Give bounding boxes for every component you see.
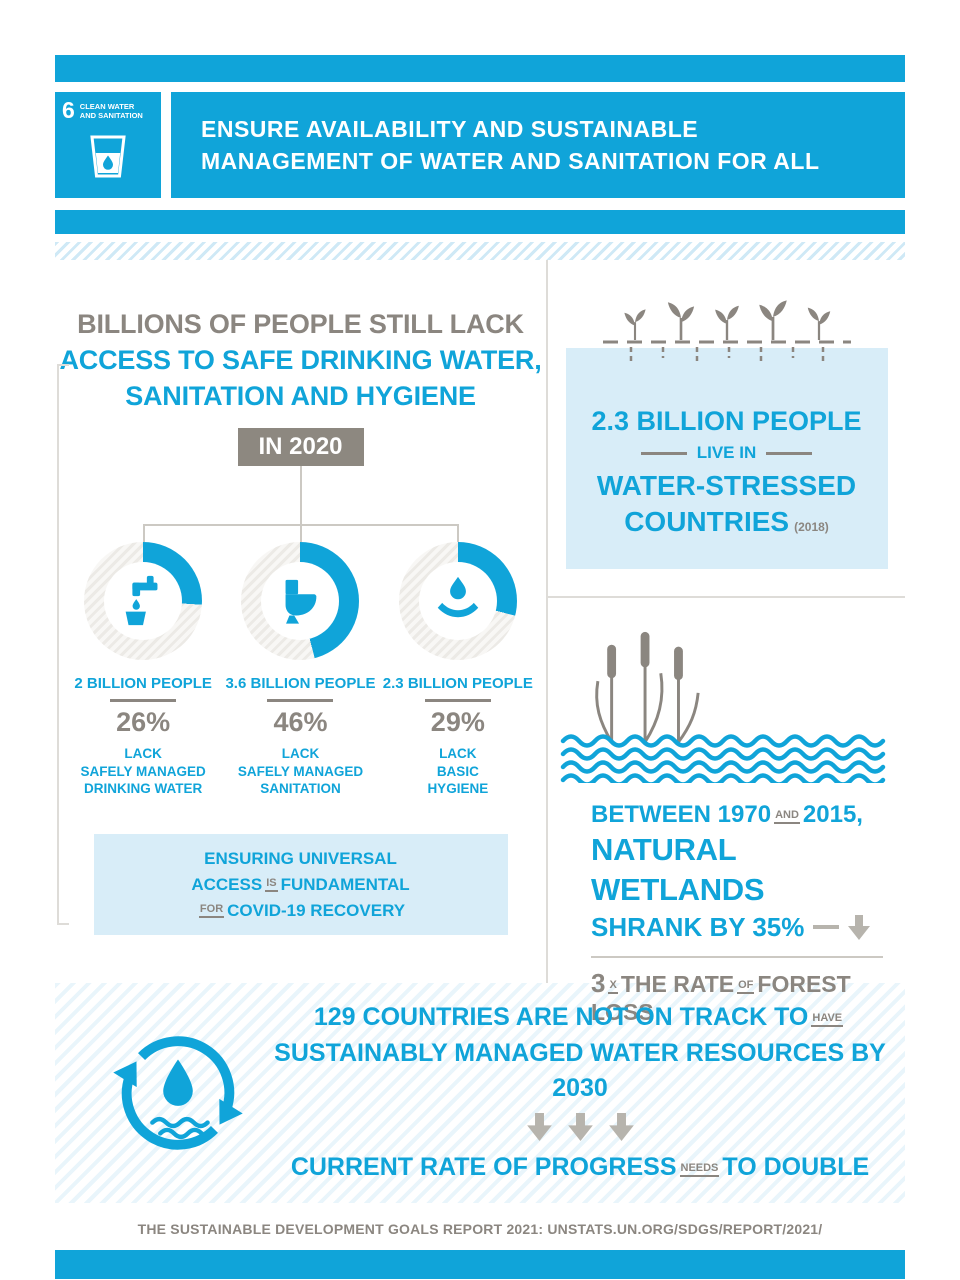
donut-chart-hygiene xyxy=(398,542,517,660)
donut-hygiene: 2.3 BILLION PEOPLE 29% LACK BASIC HYGIEN… xyxy=(379,542,536,798)
donut-chart-drinking-water xyxy=(84,542,203,660)
donut-description: LACK SAFELY MANAGED SANITATION xyxy=(237,746,364,796)
donut-percent: 46% xyxy=(273,707,328,737)
banner-line: ENSURE AVAILABILITY AND SUSTAINABLE xyxy=(201,116,699,142)
stat-line: COUNTRIES (2018) xyxy=(624,506,829,537)
donut-hole xyxy=(104,562,183,640)
donut-hole xyxy=(418,562,497,640)
access-section: BILLIONS OF PEOPLE STILL LACK ACCESS TO … xyxy=(55,260,548,983)
header-banner: ENSURE AVAILABILITY AND SUSTAINABLE MANA… xyxy=(171,92,905,198)
sdg6-logo: 6 CLEAN WATER AND SANITATION xyxy=(55,92,161,198)
hatch-band xyxy=(55,242,905,260)
hand-hygiene-icon xyxy=(437,576,479,618)
donut-drinking-water: 2 BILLION PEOPLE 26% LACK SAFELY MANAGED… xyxy=(65,542,222,798)
stat-line: LIVE IN xyxy=(572,443,882,463)
covid-note: ENSURING UNIVERSAL ACCESS IS FUNDAMENTAL F… xyxy=(93,833,508,935)
section-heading: BILLIONS OF PEOPLE STILL LACK ACCESS TO … xyxy=(55,306,546,414)
down-arrow-icon xyxy=(848,914,871,940)
divider xyxy=(267,699,334,702)
wetland-reeds-icon xyxy=(573,628,905,749)
small-word: AND xyxy=(774,809,800,824)
small-word: FOR xyxy=(198,902,225,918)
heading-gray-line: BILLIONS OF PEOPLE STILL LACK xyxy=(77,309,524,339)
down-arrow-icon xyxy=(567,1113,593,1141)
stat-line: SUSTAINABLY MANAGED WATER RESOURCES BY 2… xyxy=(274,1039,886,1102)
donut-percent: 29% xyxy=(430,707,485,737)
stat-line: WATER-STRESSED xyxy=(596,470,857,501)
small-word: NEEDS xyxy=(679,1162,720,1177)
glass-drop-icon xyxy=(62,120,154,194)
donut-hole xyxy=(261,562,340,640)
wetlands-section: BETWEEN 1970 AND 2015, NATURAL WETLANDS SH… xyxy=(548,598,905,1026)
banner-line: MANAGEMENT OF WATER AND SANITATION FOR A… xyxy=(201,148,820,174)
goal-name: CLEAN WATER AND SANITATION xyxy=(79,102,143,120)
small-word: HAVE xyxy=(811,1012,844,1027)
progress-band: 129 COUNTRIES ARE NOT ON TRACK TO HAVE SU… xyxy=(55,983,905,1203)
progress-text: 129 COUNTRIES ARE NOT ON TRACK TO HAVE SU… xyxy=(265,1000,895,1186)
water-stress-box: 2.3 BILLION PEOPLE LIVE IN WATER-STRESSE… xyxy=(565,348,888,569)
down-arrow-icon xyxy=(608,1113,634,1141)
stat-line: BETWEEN 1970 AND 2015, xyxy=(591,801,863,828)
divider xyxy=(110,699,177,702)
sub-strip xyxy=(55,210,905,234)
year-badge: IN 2020 xyxy=(237,428,364,466)
donut-sanitation: 3.6 BILLION PEOPLE 46% LACK SAFELY MANAG… xyxy=(222,542,379,798)
year-note: (2018) xyxy=(794,520,829,534)
covid-note-line: ENSURING UNIVERSAL ACCESS IS FUNDAMENTAL xyxy=(191,848,410,894)
small-word: OF xyxy=(737,979,755,994)
donut-description: LACK BASIC HYGIENE xyxy=(427,746,489,796)
small-word: IS xyxy=(265,876,278,892)
sdg6-logo-title: 6 CLEAN WATER AND SANITATION xyxy=(62,97,154,123)
rule-right xyxy=(766,451,813,455)
divider xyxy=(424,699,491,702)
donut-row: 2 BILLION PEOPLE 26% LACK SAFELY MANAGED… xyxy=(65,542,537,798)
donut-people-label: 3.6 BILLION PEOPLE xyxy=(225,675,376,692)
toilet-icon xyxy=(286,579,317,624)
stat-line: CURRENT RATE OF PROGRESS NEEDS TO DOUBLE xyxy=(290,1153,870,1181)
right-column: 2.3 BILLION PEOPLE LIVE IN WATER-STRESSE… xyxy=(548,260,905,1025)
donut-people-label: 2 BILLION PEOPLE xyxy=(74,675,212,692)
water-cycle-icon xyxy=(90,1024,265,1162)
small-word: X xyxy=(608,979,618,994)
heading-blue-line: SANITATION AND HYGIENE xyxy=(125,381,476,411)
stat-line: NATURAL WETLANDS xyxy=(591,832,765,907)
stat-line: 2.3 BILLION PEOPLE xyxy=(591,406,862,436)
donut-description: LACK SAFELY MANAGED DRINKING WATER xyxy=(80,746,206,796)
down-arrows xyxy=(265,1113,895,1141)
donut-chart-sanitation xyxy=(241,542,360,660)
sprouts-icon xyxy=(548,280,905,381)
dash xyxy=(813,925,840,929)
top-strip xyxy=(55,55,905,82)
water-stress-section: 2.3 BILLION PEOPLE LIVE IN WATER-STRESSE… xyxy=(548,260,905,598)
donut-percent: 26% xyxy=(116,707,171,737)
report-source: THE SUSTAINABLE DEVELOPMENT GOALS REPORT… xyxy=(137,1221,823,1237)
bottom-strip xyxy=(55,1250,905,1279)
donut-people-label: 2.3 BILLION PEOPLE xyxy=(382,675,533,692)
down-arrow-icon xyxy=(526,1113,552,1141)
stat-line: 129 COUNTRIES ARE NOT ON TRACK TO HAVE xyxy=(313,1003,844,1031)
water-waves-icon xyxy=(560,733,905,788)
divider xyxy=(591,956,883,958)
tap-water-icon xyxy=(125,575,158,626)
covid-note-line: FOR COVID-19 RECOVERY xyxy=(198,900,406,920)
stat-line: 3 X THE RATE OF FOREST LOSS xyxy=(591,968,851,1025)
rule-left xyxy=(640,451,687,455)
stat-line: SHRANK BY 35% xyxy=(591,910,905,944)
header: 6 CLEAN WATER AND SANITATION ENSURE AVAI… xyxy=(55,92,905,198)
connector-lines xyxy=(65,466,537,542)
heading-blue-line: ACCESS TO SAFE DRINKING WATER, xyxy=(59,345,542,375)
bracket-line xyxy=(57,364,69,925)
main-content: BILLIONS OF PEOPLE STILL LACK ACCESS TO … xyxy=(55,260,905,1025)
goal-number: 6 xyxy=(62,97,75,123)
